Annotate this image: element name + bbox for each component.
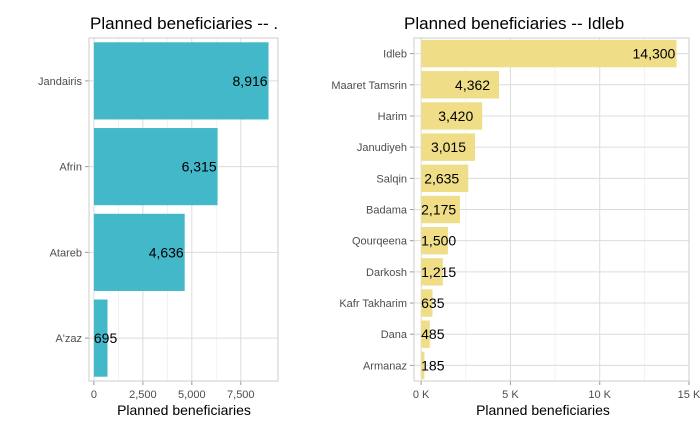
y-tick-label: Maaret Tamsrin <box>331 80 407 92</box>
bars <box>93 42 269 377</box>
y-tick-label: Jandairis <box>38 76 83 88</box>
bar <box>93 128 218 206</box>
bar <box>421 195 460 224</box>
data-label: 3,420 <box>438 108 473 124</box>
x-tick-label: 10 K <box>588 389 611 401</box>
bar <box>421 39 677 68</box>
x-tick-label: 7,500 <box>227 389 255 401</box>
y-tick-label: Darkosh <box>366 267 407 279</box>
bars <box>421 39 677 380</box>
y-tick-label: Janudiyeh <box>357 142 407 154</box>
y-tick-label: Dana <box>381 329 408 341</box>
data-label: 4,636 <box>149 244 184 260</box>
y-tick-label: Armanaz <box>363 360 407 372</box>
x-tick-label: 15 K <box>678 389 700 401</box>
bar <box>421 289 433 317</box>
bar <box>93 213 185 291</box>
bar <box>421 226 448 255</box>
data-label: 695 <box>94 330 118 346</box>
y-tick-label: Idleb <box>383 49 407 61</box>
data-label: 2,175 <box>421 202 456 218</box>
bar <box>421 258 443 286</box>
bar <box>421 351 425 380</box>
x-axis-title: Planned beneficiaries <box>476 402 610 418</box>
bar <box>421 71 500 99</box>
x-tick-label: 0 K <box>413 389 430 401</box>
data-label: 3,015 <box>431 139 466 155</box>
y-tick-label: Atareb <box>50 247 82 259</box>
y-tick-label: A'zaz <box>55 333 82 345</box>
data-label: 485 <box>421 326 445 342</box>
x-tick-label: 0 <box>91 389 97 401</box>
data-label: 8,916 <box>233 73 268 89</box>
bar <box>421 320 430 348</box>
y-tick-label: Salqin <box>376 173 407 185</box>
y-tick-label: Qourqeena <box>352 236 408 248</box>
bar <box>421 133 475 161</box>
y-tick-labels: Jandairis Afrin Atareb A'zaz <box>38 76 89 345</box>
bar <box>421 164 469 193</box>
chart-title: Planned beneficiaries -- . <box>90 14 278 33</box>
data-label: 2,635 <box>424 170 459 186</box>
data-label: 1,500 <box>421 233 456 249</box>
y-tick-label: Afrin <box>59 162 82 174</box>
chart-title: Planned beneficiaries -- Idleb <box>404 14 624 33</box>
data-label: 4,362 <box>455 77 490 93</box>
x-tick-label: 5,000 <box>178 389 206 401</box>
chart-idleb: Planned beneficiaries -- Idleb 14,300 4,3… <box>331 14 700 418</box>
x-tick-labels: 0 K 5 K 10 K 15 K <box>413 381 700 401</box>
data-label: 185 <box>421 357 445 373</box>
bar <box>93 42 269 120</box>
x-tick-label: 5 K <box>502 389 519 401</box>
y-tick-label: Badama <box>366 205 408 217</box>
y-tick-label: Harim <box>378 111 407 123</box>
data-label: 1,215 <box>421 264 456 280</box>
data-label: 6,315 <box>182 159 217 175</box>
x-tick-labels: 0 2,500 5,000 7,500 <box>91 381 255 401</box>
data-label: 14,300 <box>633 46 676 62</box>
x-tick-label: 2,500 <box>129 389 157 401</box>
y-tick-labels: Idleb Maaret Tamsrin Harim Janudiyeh Salqin B… <box>331 49 414 372</box>
data-labels: 8,916 6,315 4,636 695 <box>94 73 268 346</box>
data-labels: 14,300 4,362 3,420 3,015 2,635 2,175 1,500 1,21… <box>421 46 675 374</box>
chart-aleppo: Planned beneficiaries -- . 8,916 6,315 4,6… <box>38 14 279 418</box>
bar <box>421 102 483 130</box>
data-label: 635 <box>421 295 445 311</box>
panel-border <box>413 37 690 382</box>
x-axis-title: Planned beneficiaries <box>117 402 251 418</box>
bar <box>93 299 108 377</box>
y-tick-label: Kafr Takharim <box>339 298 407 310</box>
panel-border <box>88 37 279 382</box>
